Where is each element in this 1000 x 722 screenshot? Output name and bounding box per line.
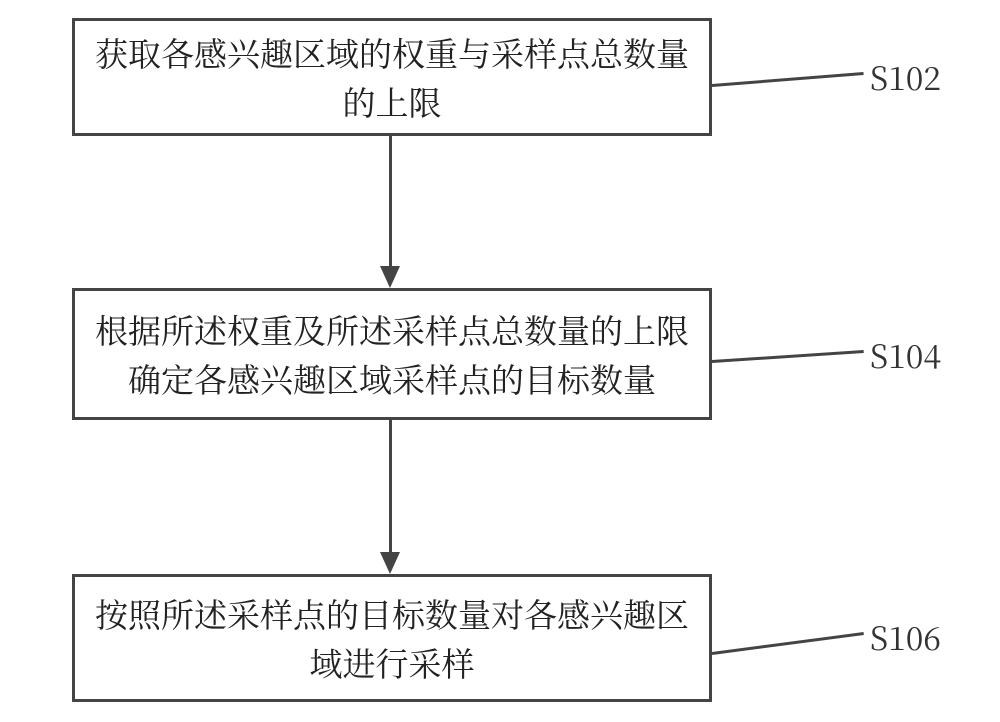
arrow-s104-s106 (389, 420, 392, 552)
label-connector-s104 (712, 350, 864, 363)
flowchart-step-s104: 根据所述权重及所述采样点总数量的上限确定各感兴趣区域采样点的目标数量 (72, 288, 712, 420)
step-text: 按照所述采样点的目标数量对各感兴趣区域进行采样 (95, 589, 689, 688)
step-label-s106: S106 (870, 614, 941, 660)
step-label-s102: S102 (870, 54, 941, 100)
step-label-s104: S104 (870, 332, 941, 378)
label-connector-s106 (712, 632, 864, 655)
flowchart-container: { "diagram": { "type": "flowchart", "bac… (0, 0, 1000, 722)
flowchart-step-s106: 按照所述采样点的目标数量对各感兴趣区域进行采样 (72, 574, 712, 702)
arrowhead-icon (380, 552, 400, 574)
flowchart-step-s102: 获取各感兴趣区域的权重与采样点总数量的上限 (72, 18, 712, 136)
arrowhead-icon (380, 266, 400, 288)
label-connector-s102 (712, 72, 864, 87)
arrow-s102-s104 (389, 136, 392, 266)
step-text: 获取各感兴趣区域的权重与采样点总数量的上限 (95, 28, 689, 127)
step-text: 根据所述权重及所述采样点总数量的上限确定各感兴趣区域采样点的目标数量 (95, 305, 689, 404)
